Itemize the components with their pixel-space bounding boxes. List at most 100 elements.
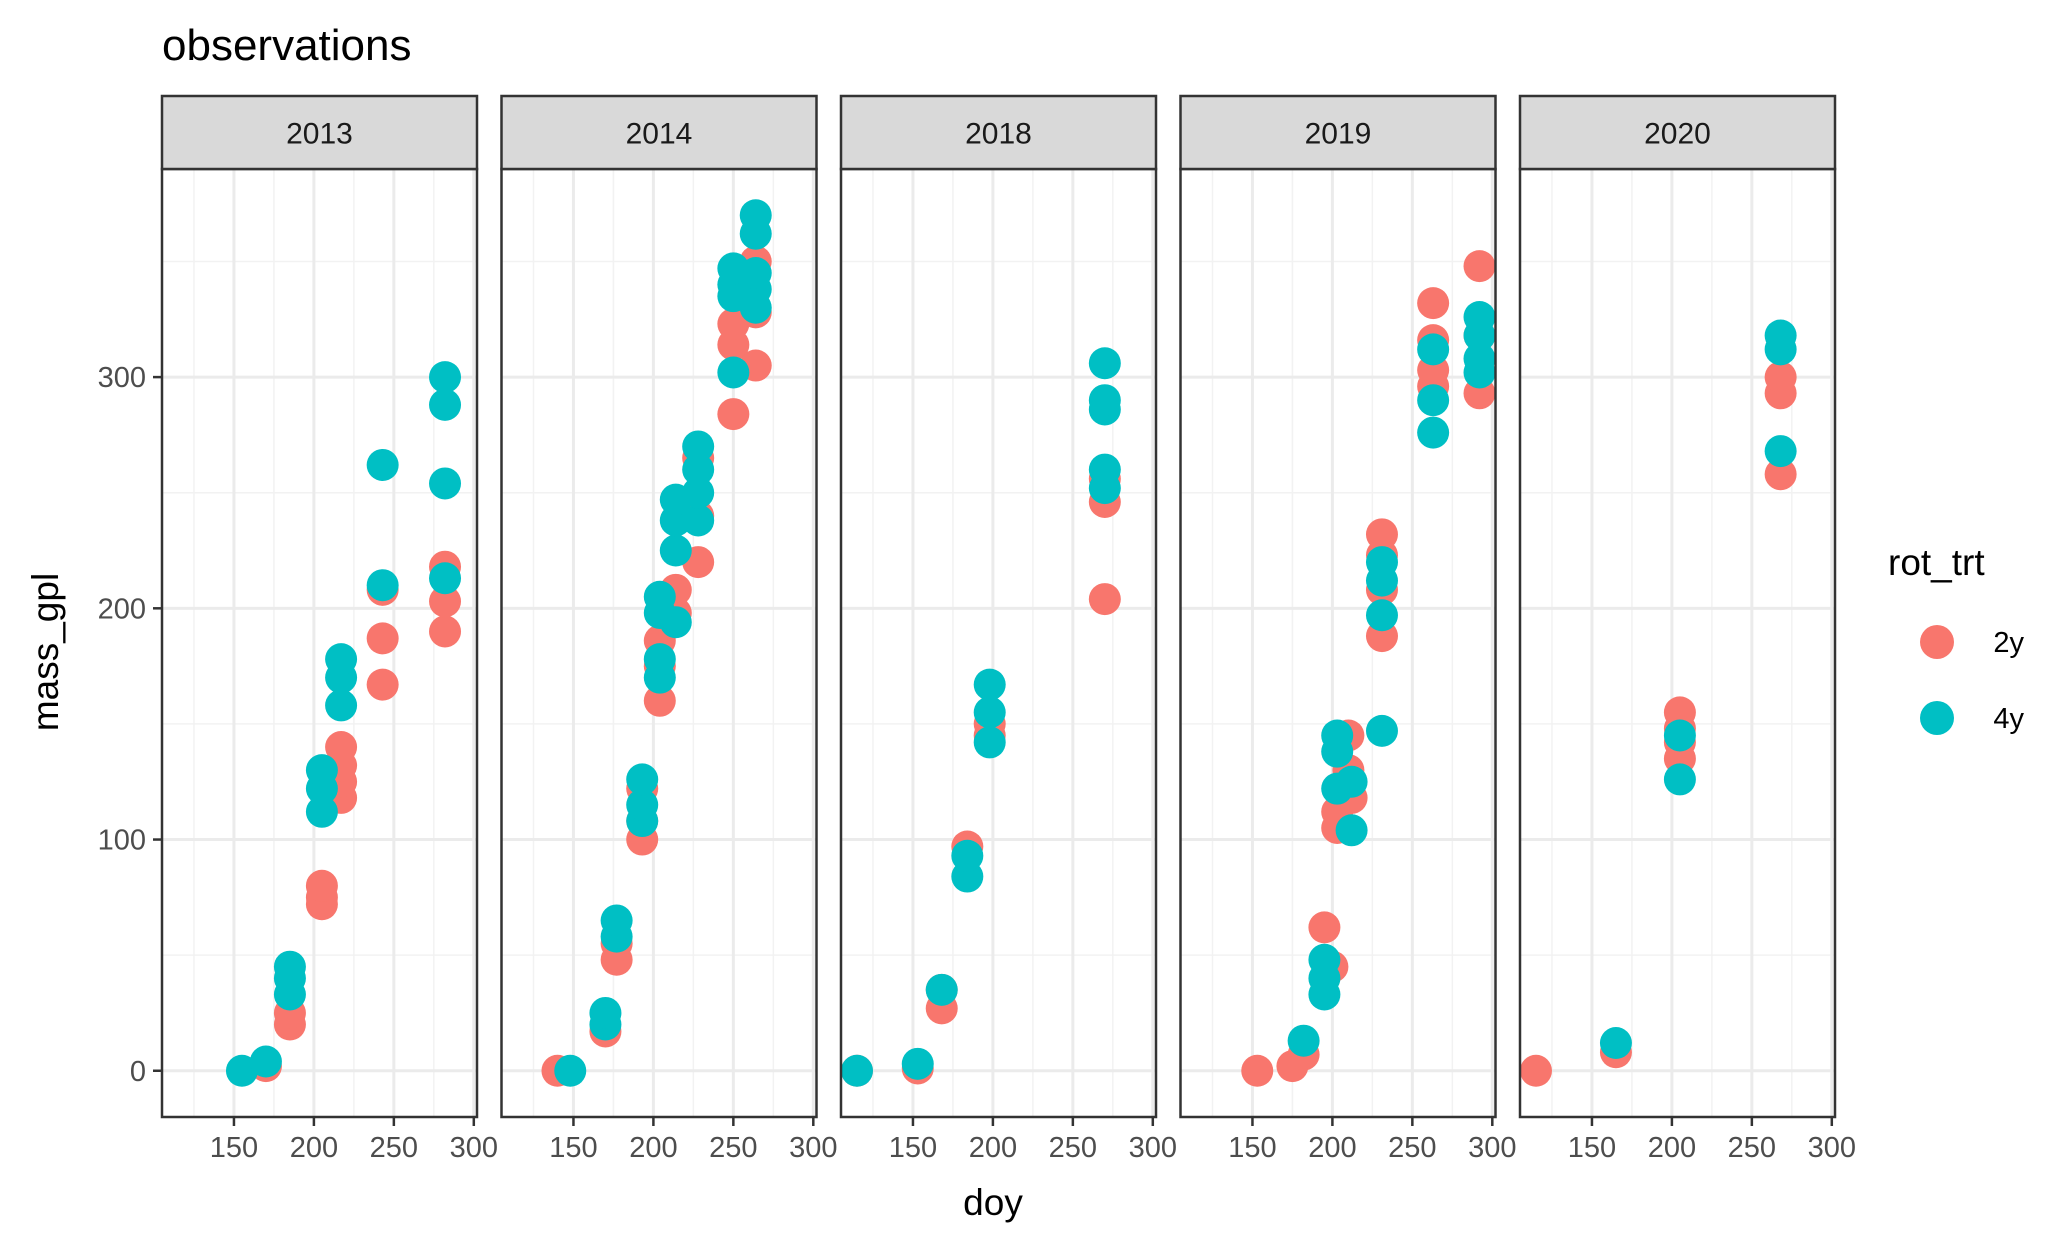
data-point-2y xyxy=(366,622,399,655)
facet-strip xyxy=(1518,94,1837,171)
data-point-4y xyxy=(973,696,1006,729)
data-point-4y xyxy=(682,430,715,463)
data-point-2y xyxy=(1463,250,1496,283)
y-tick-label: 100 xyxy=(98,825,146,857)
panel-background xyxy=(162,169,477,1117)
data-point-2y xyxy=(305,869,338,902)
data-point-4y xyxy=(1088,453,1121,486)
data-point-4y xyxy=(1365,714,1398,747)
x-tick-label: 250 xyxy=(1728,1132,1776,1164)
data-point-4y xyxy=(1321,719,1354,752)
y-tick-label: 0 xyxy=(130,1056,146,1088)
data-point-4y xyxy=(717,356,750,389)
legend: rot_trt 2y 4y xyxy=(1888,542,2024,735)
data-point-2y xyxy=(1764,361,1797,394)
data-point-4y xyxy=(739,199,772,232)
x-tick-label: 150 xyxy=(1228,1132,1276,1164)
panel-background xyxy=(841,169,1156,1117)
data-point-4y xyxy=(626,788,659,821)
data-point-4y xyxy=(1417,333,1450,366)
legend-label-2y: 2y xyxy=(1993,627,2024,659)
x-tick-label: 200 xyxy=(969,1132,1017,1164)
y-tick-label: 300 xyxy=(98,362,146,394)
legend-title: rot_trt xyxy=(1888,542,1985,583)
data-point-4y xyxy=(273,950,306,983)
data-point-4y xyxy=(429,388,462,421)
data-point-4y xyxy=(1365,599,1398,632)
x-tick-label: 250 xyxy=(370,1132,418,1164)
data-point-4y xyxy=(429,562,462,595)
x-tick-label: 300 xyxy=(1468,1132,1516,1164)
x-tick-label: 250 xyxy=(709,1132,757,1164)
data-point-4y xyxy=(682,476,715,509)
data-point-4y xyxy=(682,504,715,537)
data-point-4y xyxy=(429,467,462,500)
facet-panel-2018: 2018 150 200 250 300 xyxy=(839,94,1177,1164)
facet-strip xyxy=(839,94,1158,171)
x-axis-title: doy xyxy=(963,1182,1023,1223)
data-point-4y xyxy=(659,606,692,639)
data-point-2y xyxy=(1308,911,1341,944)
x-tick-label: 300 xyxy=(1808,1132,1856,1164)
facet-panel-2020: 2020 150 200 250 300 xyxy=(1518,94,1856,1164)
data-point-2y xyxy=(1663,696,1696,729)
x-tick-label: 250 xyxy=(1049,1132,1097,1164)
data-point-4y xyxy=(1335,814,1368,847)
x-tick-label: 150 xyxy=(549,1132,597,1164)
facet-strip-label: 2014 xyxy=(626,118,693,151)
data-point-4y xyxy=(659,534,692,567)
x-tick-label: 150 xyxy=(210,1132,258,1164)
x-tick-label: 200 xyxy=(1648,1132,1696,1164)
data-point-4y xyxy=(1417,416,1450,449)
data-point-4y xyxy=(429,361,462,394)
data-point-2y xyxy=(1241,1054,1274,1087)
data-point-4y xyxy=(225,1054,258,1087)
data-point-2y xyxy=(1365,518,1398,551)
data-point-4y xyxy=(973,726,1006,759)
x-tick-label: 200 xyxy=(290,1132,338,1164)
facet-panels: 2013 150 200 250 300 0 100 200 300 2014 150 200 250 3… xyxy=(98,94,1856,1164)
data-point-4y xyxy=(643,580,676,613)
data-point-2y xyxy=(717,398,750,431)
data-point-4y xyxy=(1308,943,1341,976)
data-point-2y xyxy=(325,731,358,764)
facet-panel-2019: 2019 150 200 250 300 xyxy=(1179,94,1516,1164)
data-point-4y xyxy=(1287,1024,1320,1057)
facet-panel-2014: 2014 150 200 250 300 xyxy=(500,94,837,1164)
data-point-4y xyxy=(1335,765,1368,798)
data-point-4y xyxy=(1088,347,1121,380)
panel-background xyxy=(1520,169,1835,1117)
facet-strip-label: 2019 xyxy=(1305,118,1372,151)
data-point-4y xyxy=(951,839,984,872)
data-point-4y xyxy=(1663,719,1696,752)
data-point-2y xyxy=(643,684,676,717)
x-tick-label: 300 xyxy=(789,1132,837,1164)
data-point-4y xyxy=(682,453,715,486)
x-tick-label: 200 xyxy=(629,1132,677,1164)
legend-label-4y: 4y xyxy=(1993,703,2024,735)
data-point-4y xyxy=(1463,300,1496,333)
legend-key-4y xyxy=(1920,701,1954,735)
data-point-4y xyxy=(366,448,399,481)
facet-strip xyxy=(500,94,818,171)
data-point-4y xyxy=(366,569,399,602)
data-point-2y xyxy=(1764,458,1797,491)
data-point-4y xyxy=(1088,384,1121,417)
data-point-4y xyxy=(901,1047,934,1080)
x-tick-label: 200 xyxy=(1308,1132,1356,1164)
data-point-4y xyxy=(305,754,338,787)
y-axis-title: mass_gpl xyxy=(25,573,66,731)
facet-strip xyxy=(1179,94,1497,171)
data-point-2y xyxy=(1417,287,1450,320)
data-point-4y xyxy=(249,1045,282,1078)
legend-key-2y xyxy=(1920,625,1954,659)
x-tick-label: 300 xyxy=(450,1132,498,1164)
facet-strip-label: 2013 xyxy=(286,118,353,151)
data-point-2y xyxy=(1519,1054,1552,1087)
data-point-4y xyxy=(626,763,659,796)
data-point-2y xyxy=(366,668,399,701)
data-point-4y xyxy=(973,668,1006,701)
y-tick-label: 200 xyxy=(98,593,146,625)
x-tick-label: 150 xyxy=(889,1132,937,1164)
